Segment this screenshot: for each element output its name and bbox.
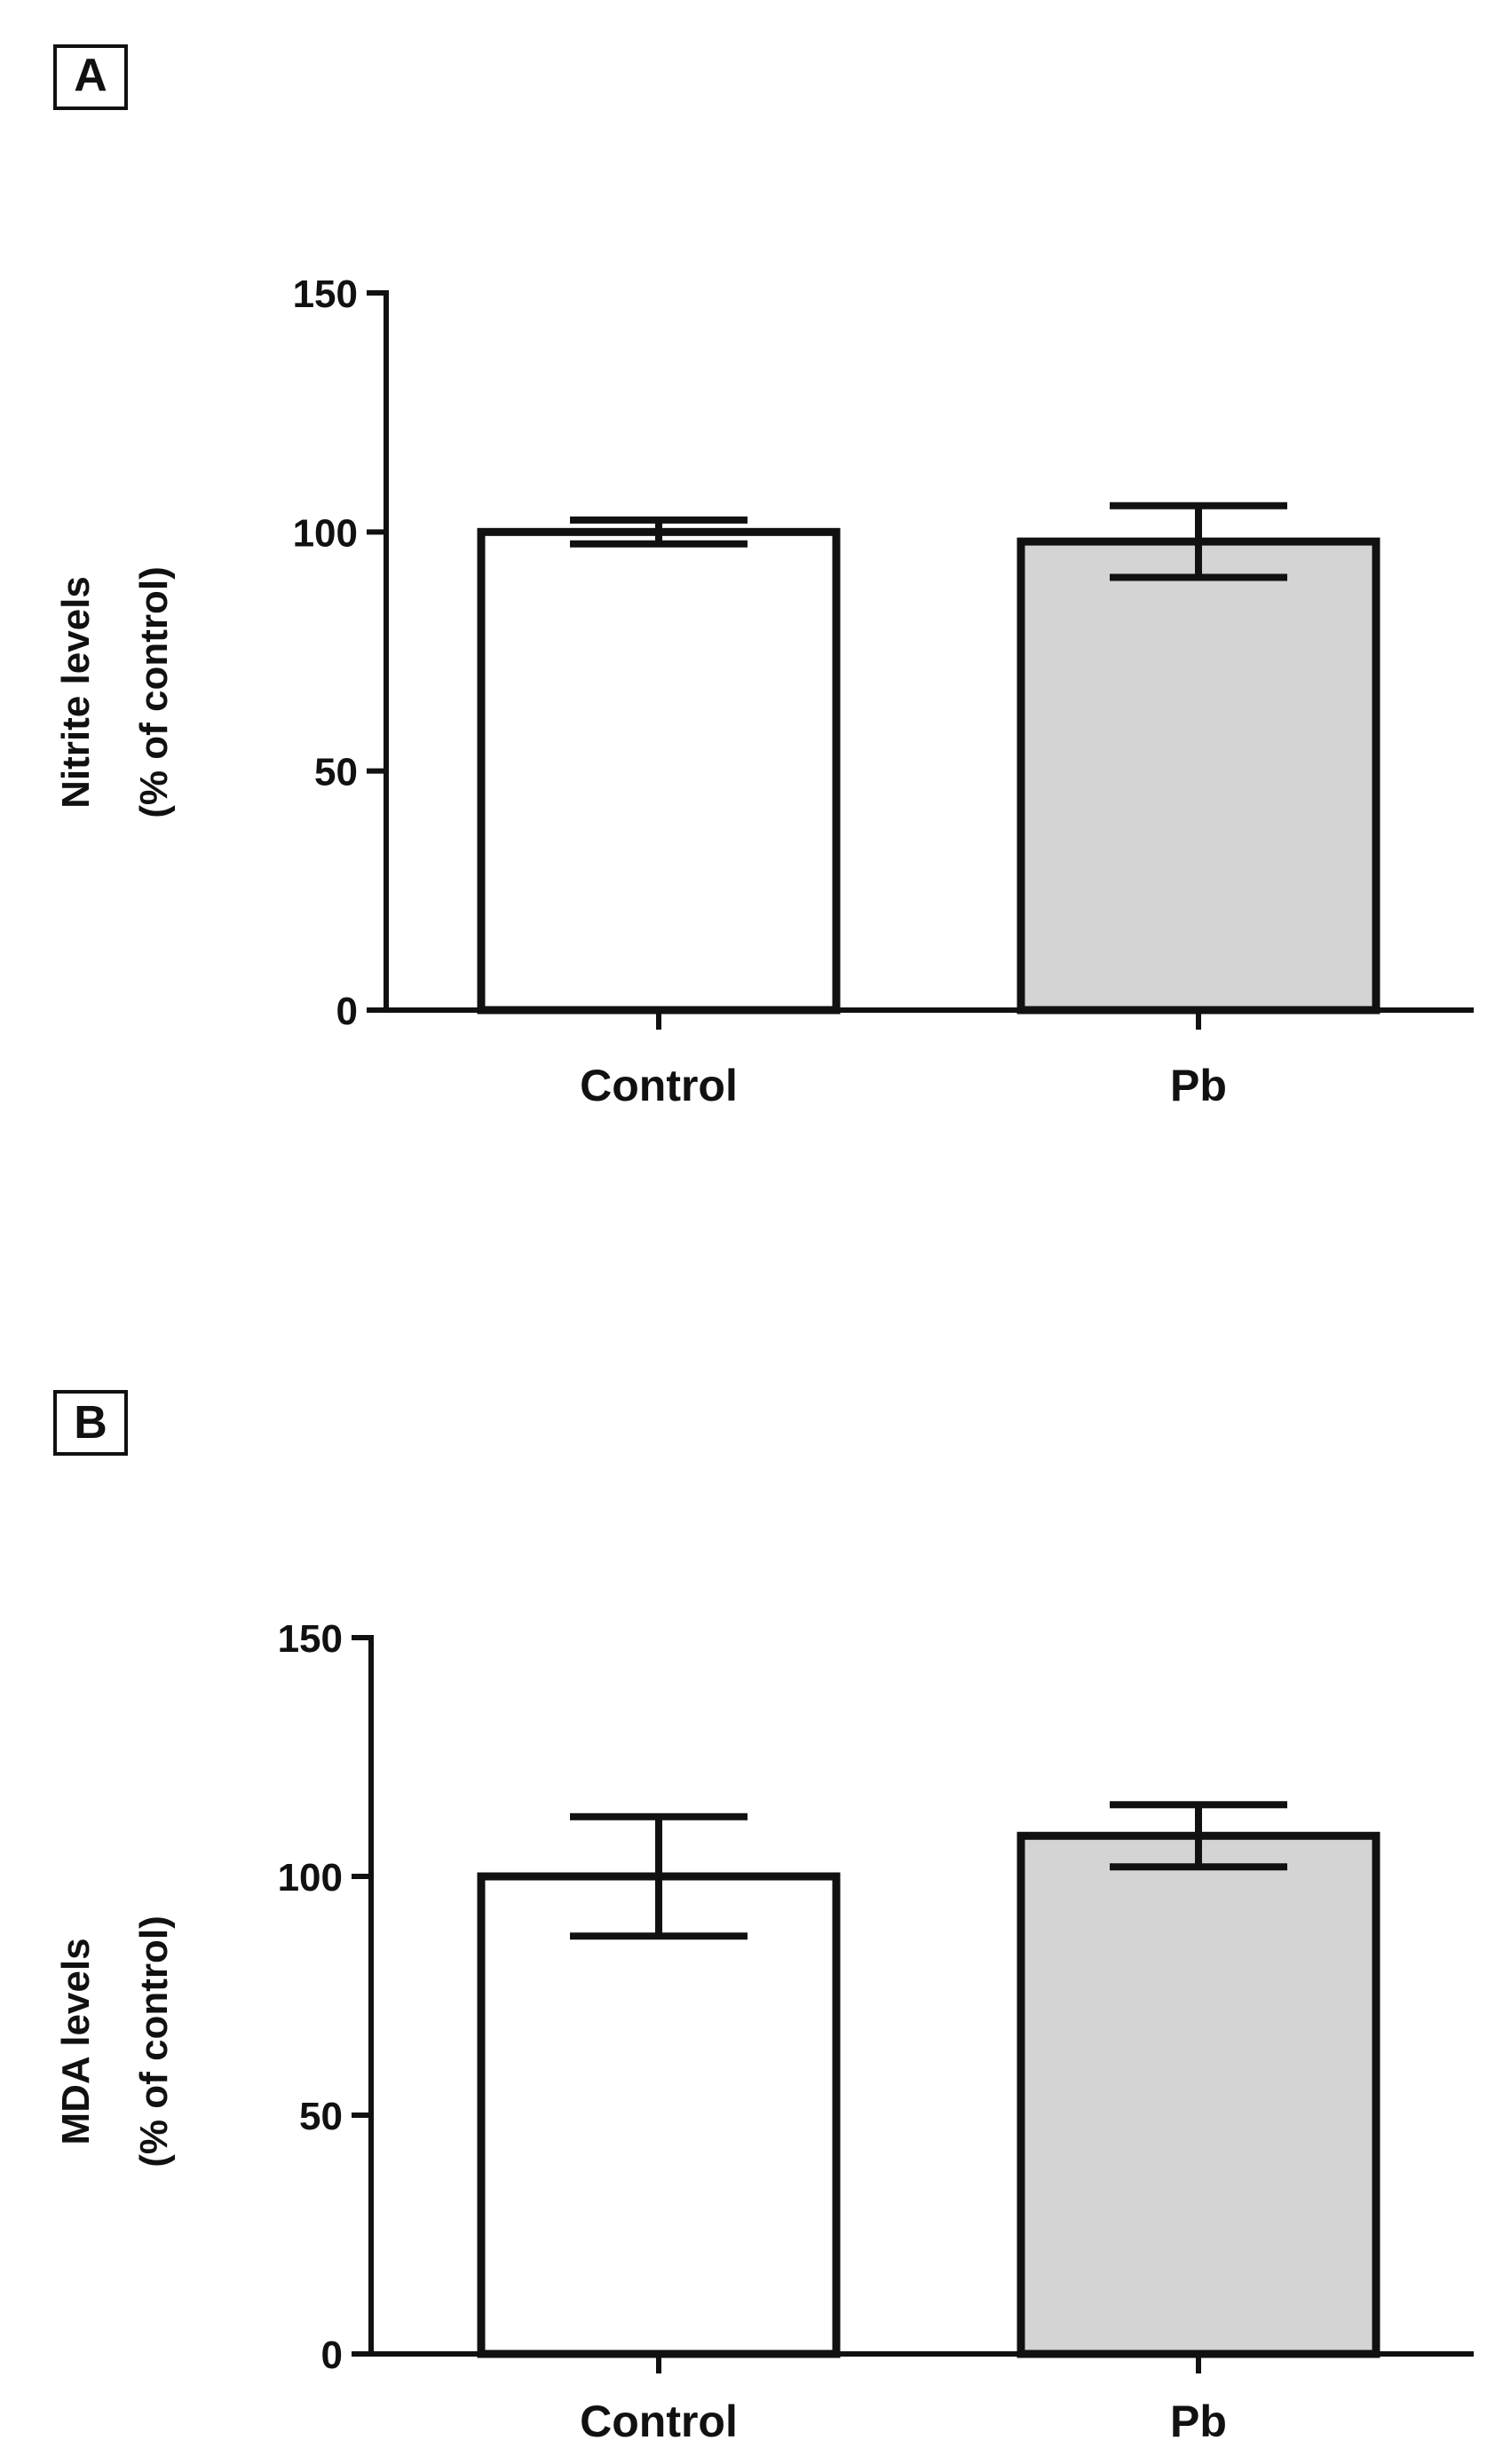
panel-label: A bbox=[74, 50, 107, 101]
y-axis-label-line1: MDA levels bbox=[54, 1938, 98, 2144]
bar-pb bbox=[1016, 1831, 1380, 2358]
panel-label-box: B bbox=[53, 1390, 128, 1456]
panel-a: A Nitrite levels (% of control) 0 50 100 15… bbox=[53, 44, 1474, 1110]
y-tick-label: 150 bbox=[278, 1617, 343, 1661]
y-tick-label: 100 bbox=[278, 1856, 343, 1899]
panel-label-frame bbox=[53, 1390, 128, 1456]
x-axis-labels: Control Pb bbox=[580, 2397, 1227, 2446]
x-tick-label: Control bbox=[580, 1061, 738, 1110]
panel-label-box: A bbox=[53, 44, 128, 110]
x-tick-label: Control bbox=[580, 2397, 738, 2446]
y-axis-label-line2: (% of control) bbox=[132, 566, 176, 818]
y-tick-label: 100 bbox=[293, 511, 358, 555]
x-tick-label: Pb bbox=[1170, 1061, 1227, 1110]
y-tick-label: 0 bbox=[321, 2334, 343, 2377]
y-tick-label: 50 bbox=[314, 751, 358, 794]
panel-label: B bbox=[74, 1397, 107, 1449]
x-tick-label: Pb bbox=[1170, 2397, 1227, 2446]
y-tick-label: 0 bbox=[336, 990, 358, 1033]
panel-b: B MDA levels (% of control) 0 50 100 150 Co… bbox=[53, 1390, 1474, 2446]
panel-label-frame bbox=[53, 44, 128, 110]
y-axis-label-line1: Nitrite levels bbox=[54, 576, 98, 809]
y-axis-ticks: 0 50 100 150 bbox=[278, 1617, 371, 2377]
bar-control bbox=[477, 1872, 841, 2358]
y-tick-label: 150 bbox=[293, 272, 358, 316]
bar-pb bbox=[1016, 537, 1380, 1015]
axes bbox=[384, 290, 1474, 1030]
y-axis-label-line2: (% of control) bbox=[132, 1915, 176, 2168]
axes bbox=[368, 1635, 1474, 2373]
x-axis-labels: Control Pb bbox=[580, 1061, 1227, 1110]
bars bbox=[477, 1801, 1380, 2358]
bar-control bbox=[477, 527, 841, 1015]
y-tick-label: 50 bbox=[299, 2095, 343, 2138]
bars bbox=[477, 501, 1380, 1015]
y-axis-ticks: 0 50 100 150 bbox=[293, 272, 386, 1033]
